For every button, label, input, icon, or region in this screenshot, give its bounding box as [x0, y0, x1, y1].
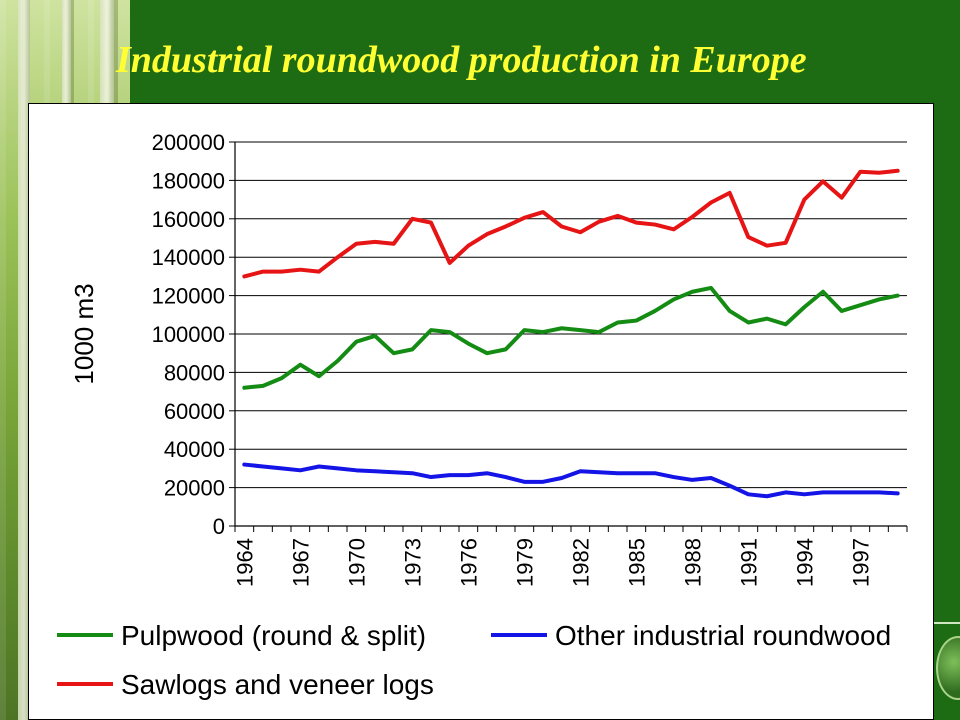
y-tick-label: 40000 — [164, 437, 225, 462]
x-tick-label: 1976 — [456, 538, 481, 587]
x-tick-label: 1991 — [736, 538, 761, 587]
y-tick-label: 160000 — [152, 207, 225, 232]
x-tick-label: 1973 — [400, 538, 425, 587]
tree-trunk — [18, 0, 30, 720]
legend: Pulpwood (round & split) Other industrial… — [57, 620, 891, 700]
decorative-line — [934, 622, 960, 624]
y-tick-label: 0 — [213, 514, 225, 539]
x-tick-label: 1985 — [624, 538, 649, 587]
x-tick-label: 1988 — [680, 538, 705, 587]
x-tick-labels: 1964 1967 1970 1973 1976 1979 1982 1985 1988 1991… — [232, 526, 908, 587]
x-tick-label: 1994 — [792, 538, 817, 587]
x-tick-label: 1982 — [568, 538, 593, 587]
x-tick-label: 1979 — [512, 538, 537, 587]
y-tick-labels: 0 20000 40000 60000 80000 100000 120000 140000 1… — [152, 130, 225, 539]
y-tick-label: 80000 — [164, 360, 225, 385]
series-line — [242, 462, 900, 499]
gridlines — [229, 141, 907, 527]
x-tick-label: 1970 — [344, 538, 369, 587]
y-tick-label: 180000 — [152, 168, 225, 193]
line-chart: 0 20000 40000 60000 80000 100000 120000 140000 1… — [57, 130, 908, 700]
y-tick-label: 60000 — [164, 399, 225, 424]
chart-panel: 0 20000 40000 60000 80000 100000 120000 140000 1… — [28, 103, 934, 720]
series-line — [242, 168, 900, 279]
y-tick-label: 100000 — [152, 322, 225, 347]
y-tick-label: 120000 — [152, 284, 225, 309]
legend-label: Other industrial roundwood — [555, 620, 891, 651]
legend-label: Sawlogs and veneer logs — [121, 669, 434, 700]
logo-emblem — [936, 636, 960, 700]
x-tick-label: 1967 — [288, 538, 313, 587]
y-axis-title: 1000 m3 — [69, 283, 99, 384]
y-tick-label: 200000 — [152, 130, 225, 155]
y-tick-label: 20000 — [164, 476, 225, 501]
y-tick-label: 140000 — [152, 245, 225, 270]
series-line — [242, 285, 900, 390]
x-tick-label: 1997 — [848, 538, 873, 587]
legend-label: Pulpwood (round & split) — [121, 620, 426, 651]
series-lines — [242, 168, 900, 499]
slide-title: Industrial roundwood production in Europ… — [116, 39, 807, 81]
x-tick-label: 1964 — [232, 538, 257, 587]
